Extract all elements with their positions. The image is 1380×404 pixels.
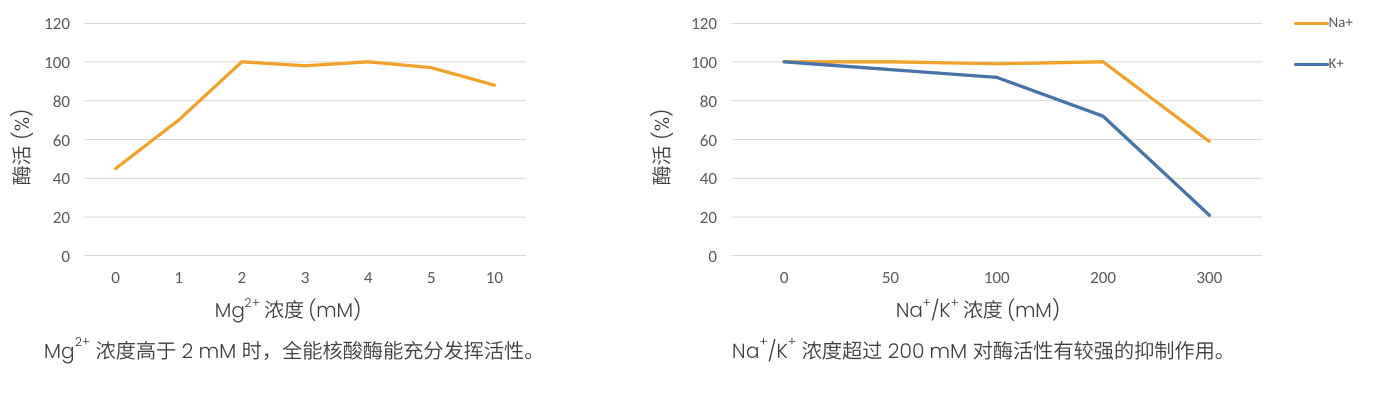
superscript-text: + <box>950 294 959 312</box>
text-segment: /K <box>767 337 788 366</box>
y-tick-label: 60 <box>699 129 717 151</box>
y-tick-label: 20 <box>699 207 717 229</box>
text-segment: Na <box>732 337 760 366</box>
series-line-series0 <box>113 60 497 171</box>
x-tick-label: 4 <box>363 266 373 288</box>
superscript-text: + <box>787 334 797 352</box>
y-tick-label: 120 <box>691 13 717 35</box>
y-tick-label: 100 <box>44 51 70 73</box>
y-tick-label: 40 <box>699 168 717 190</box>
superscript-text: 2+ <box>244 294 260 312</box>
plot-area-0 <box>84 23 526 256</box>
plot-area-1 <box>731 23 1263 256</box>
x-tick-label: 300 <box>1196 266 1223 288</box>
x-tick-label: 200 <box>1090 266 1116 288</box>
x-tick-label: 0 <box>111 266 120 288</box>
text-segment: /K <box>930 296 951 324</box>
y-tick-label: 120 <box>44 13 70 35</box>
x-tick-label: 50 <box>881 266 900 288</box>
x-tick-label: 1 <box>174 266 184 288</box>
chart-caption: Na+/K+ 浓度超过 200 mM 对酶活性有较强的抑制作用。 <box>732 334 1235 366</box>
y-axis-title: 酶活 (%) <box>8 108 36 186</box>
text-segment: 浓度高于 2 mM 时，全能核酸酶能充分发挥活性。 <box>90 337 545 366</box>
y-axis-title: 酶活 (%) <box>648 108 676 186</box>
y-tick-label: 100 <box>691 51 717 73</box>
superscript-text: + <box>922 294 931 312</box>
legend-label-Na+: Na+ <box>1328 14 1353 32</box>
x-tick-label: 3 <box>300 266 310 288</box>
y-tick-label: 60 <box>52 129 70 151</box>
y-tick-label: 20 <box>52 207 70 229</box>
x-tick-label: 10 <box>485 266 504 288</box>
y-tick-label: 40 <box>52 168 70 190</box>
y-tick-label: 80 <box>699 90 717 112</box>
y-tick-label: 80 <box>52 90 70 112</box>
legend-label-K+: K+ <box>1328 55 1344 73</box>
series-line-Na+ <box>782 60 1212 144</box>
text-segment: Mg <box>44 337 75 366</box>
text-segment: 浓度 (mM) <box>958 296 1061 324</box>
x-tick-label: 5 <box>426 266 436 288</box>
x-axis-title: Mg2+ 浓度 (mM) <box>214 294 362 324</box>
series-line-K+ <box>782 60 1212 217</box>
x-tick-label: 100 <box>983 266 1010 288</box>
y-tick-label: 0 <box>708 246 717 268</box>
legend-swatch-K+ <box>1293 62 1329 67</box>
superscript-text: 2+ <box>74 334 91 352</box>
legend-swatch-Na+ <box>1293 21 1329 26</box>
superscript-text: + <box>759 334 768 352</box>
y-tick-label: 0 <box>61 246 70 268</box>
x-tick-label: 2 <box>237 266 247 288</box>
text-segment: Mg <box>214 296 245 324</box>
x-tick-label: 0 <box>779 266 789 288</box>
text-segment: 浓度超过 200 mM 对酶活性有较强的抑制作用。 <box>796 337 1235 366</box>
x-axis-title: Na+/K+ 浓度 (mM) <box>895 294 1061 324</box>
text-segment: 浓度 (mM) <box>259 296 362 324</box>
chart-caption: Mg2+ 浓度高于 2 mM 时，全能核酸酶能充分发挥活性。 <box>44 334 545 366</box>
text-segment: Na <box>895 296 923 324</box>
